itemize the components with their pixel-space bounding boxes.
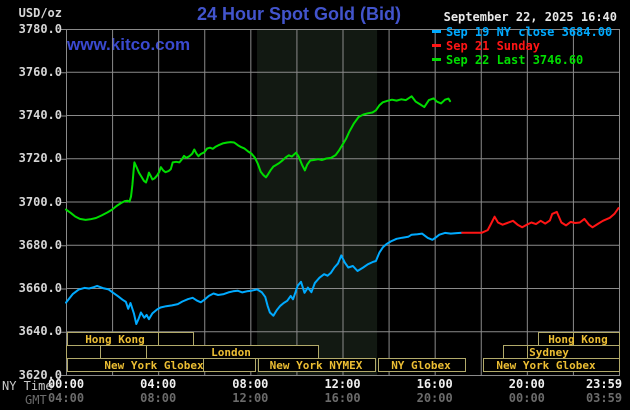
legend: Sep 19 NY close 3684.00 Sep 21 Sunday Sep … xyxy=(432,25,612,67)
session-box xyxy=(258,358,376,372)
legend-row: Sep 22 Last 3746.60 xyxy=(432,53,612,67)
session-label: NY Globex xyxy=(391,359,451,372)
session-label: New York Globex xyxy=(496,359,596,372)
x-tick-label-ny: 16:00 xyxy=(416,377,453,391)
session-label: Hong Kong xyxy=(85,333,145,346)
session-label: London xyxy=(211,346,251,359)
legend-dash-marker xyxy=(432,44,441,47)
legend-dash-marker xyxy=(432,30,441,33)
x-tick-label-ny: 00:00 xyxy=(47,377,85,391)
y-tick-label: 3700.0 xyxy=(18,194,62,209)
legend-row: Sep 19 NY close 3684.00 xyxy=(432,25,612,39)
x-axis-ny-label: NY Time xyxy=(2,379,53,393)
y-tick-label: 3660.0 xyxy=(18,281,62,295)
session-label: Sydney xyxy=(529,346,569,359)
plot-border xyxy=(66,29,620,376)
legend-label: Sep 19 NY close 3684.00 xyxy=(446,25,613,39)
x-tick-label-gmt: 12:00 xyxy=(232,391,269,405)
session-box xyxy=(378,358,466,372)
session-label: New York NYMEX xyxy=(270,359,363,372)
series-line-2 xyxy=(65,95,452,221)
x-tick-label-ny: 08:00 xyxy=(232,377,269,391)
y-tick-label: 3620.0 xyxy=(18,367,62,382)
y-tick-label: 3780.0 xyxy=(18,21,62,36)
legend-dash-marker xyxy=(432,58,441,61)
session-label: New York Globex xyxy=(104,359,204,372)
chart-datetime: September 22, 2025 16:40 xyxy=(443,10,617,24)
session-box xyxy=(66,345,101,359)
session-box xyxy=(483,358,620,372)
series-line-0 xyxy=(65,231,464,325)
y-tick-label: 3720.0 xyxy=(18,151,62,166)
session-box xyxy=(67,358,256,372)
kitco-watermark-link[interactable]: www.kitco.com xyxy=(67,35,191,54)
series-line-1 xyxy=(461,207,620,234)
legend-row: Sep 21 Sunday xyxy=(432,39,612,53)
x-tick-label-ny: 23:59 xyxy=(585,377,623,391)
x-tick-label-gmt: 16:00 xyxy=(324,391,361,405)
x-tick-label-gmt: 04:00 xyxy=(47,391,85,405)
x-tick-label-gmt: 00:00 xyxy=(508,391,545,405)
x-tick-label-gmt: 20:00 xyxy=(416,391,453,405)
x-tick-label-gmt: 03:59 xyxy=(585,391,623,405)
legend-label: Sep 21 Sunday xyxy=(446,39,540,53)
y-tick-label: 3680.0 xyxy=(18,237,62,252)
x-tick-label-ny: 20:00 xyxy=(508,377,545,391)
y-axis-units-label: USD/oz xyxy=(18,6,62,20)
x-tick-label-ny: 12:00 xyxy=(324,377,361,391)
session-label: Hong Kong xyxy=(548,333,608,346)
y-tick-label: 3760.0 xyxy=(18,64,62,79)
x-axis-gmt-label: GMT xyxy=(25,393,47,407)
legend-label: Sep 22 Last 3746.60 xyxy=(446,53,584,67)
x-tick-label-gmt: 08:00 xyxy=(140,391,177,405)
chart-title: 24 Hour Spot Gold (Bid) xyxy=(197,4,401,24)
session-box xyxy=(100,345,147,359)
y-tick-label: 3640.0 xyxy=(18,324,62,339)
y-tick-label: 3740.0 xyxy=(18,108,62,122)
x-tick-label-ny: 04:00 xyxy=(140,377,177,391)
